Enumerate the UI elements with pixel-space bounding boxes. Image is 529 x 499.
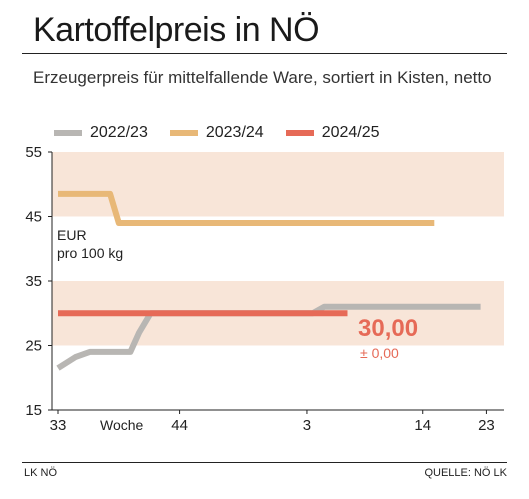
x-tick-label: Woche	[100, 417, 144, 433]
y-tick-label: 35	[25, 273, 42, 290]
footer-source-left: LK NÖ	[24, 467, 58, 479]
shaded-band-1	[52, 152, 504, 217]
chart-title: Kartoffelpreis in NÖ	[33, 11, 320, 49]
unit-label-quantity: pro 100 kg	[57, 245, 123, 261]
x-tick-label: 14	[414, 417, 431, 434]
chart-legend: 2022/23 2023/24 2024/25	[54, 122, 402, 144]
footer-source-right: QUELLE: NÖ LK	[424, 467, 507, 479]
x-tick-label: 33	[50, 417, 67, 434]
x-tick-label: 3	[303, 417, 311, 434]
y-tick-label: 45	[25, 209, 42, 226]
x-tick-label: 23	[478, 417, 495, 434]
legend-label-2024-25: 2024/25	[321, 124, 380, 141]
current-value-label: 30,00	[358, 315, 418, 342]
legend-label-2022-23: 2022/23	[90, 124, 148, 141]
series-line-2023-24	[58, 190, 435, 226]
legend-swatch-2023-24	[169, 130, 198, 136]
legend-swatch-2022-23	[54, 130, 82, 136]
legend-item-2023-24: 2023/24	[169, 124, 264, 142]
footer-divider	[22, 462, 507, 463]
chart-subtitle: Erzeugerpreis für mittelfallende Ware, s…	[33, 68, 492, 87]
legend-label-2023-24: 2023/24	[205, 124, 264, 141]
unit-label-currency: EUR	[57, 227, 87, 243]
x-tick-label: 44	[171, 417, 188, 434]
legend-item-2022-23: 2022/23	[54, 124, 148, 142]
title-divider	[22, 53, 507, 54]
current-change-label: ± 0,00	[360, 345, 399, 361]
y-tick-label: 55	[25, 144, 42, 161]
y-tick-label: 15	[25, 402, 42, 419]
legend-item-2024-25: 2024/25	[285, 124, 380, 142]
series-line-2022-23	[56, 303, 481, 371]
legend-swatch-2024-25	[285, 130, 314, 136]
y-tick-label: 25	[25, 338, 42, 355]
